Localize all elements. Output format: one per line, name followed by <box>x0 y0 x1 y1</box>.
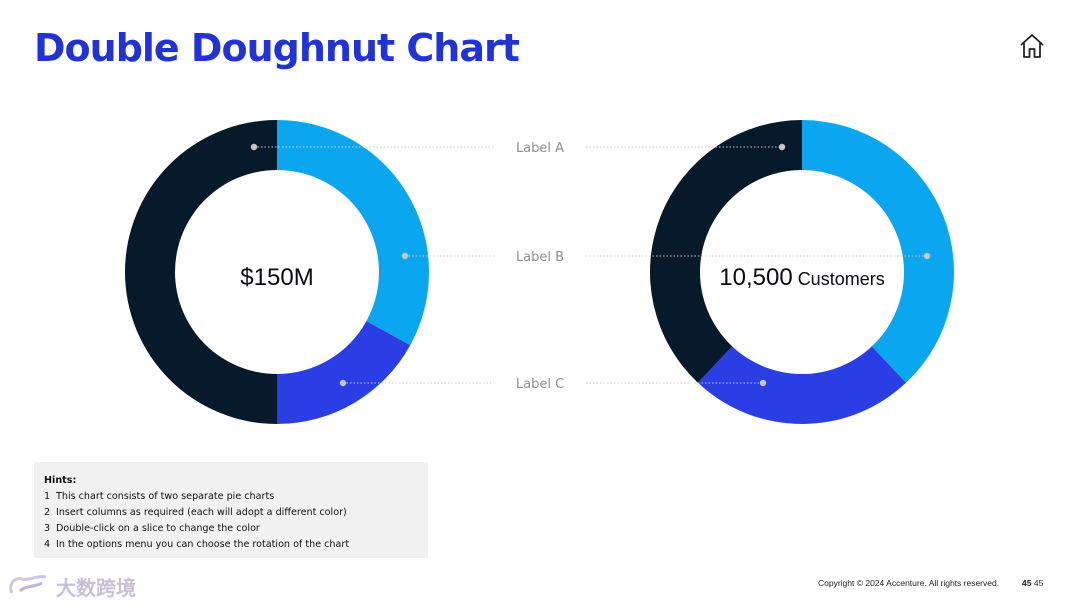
label-a: Label A <box>516 141 564 156</box>
left-center-value: $150M <box>240 264 313 291</box>
hint-item-3: 3 Double-click on a slice to change the c… <box>44 523 260 534</box>
copyright-text: Copyright © 2024 Accenture. All rights r… <box>818 578 1000 588</box>
right-center-value: 10,500 Customers <box>719 264 884 291</box>
doughnut-right: 10,500 Customers <box>649 120 954 424</box>
dot-right-c <box>759 379 767 387</box>
dot-right-a <box>778 143 786 151</box>
hints-title: Hints: <box>44 475 77 486</box>
dot-left-c <box>339 379 347 387</box>
watermark-text: 大数跨境 <box>56 575 136 600</box>
label-b: Label B <box>516 250 564 265</box>
hint-item-2: 2 Insert columns as required (each will a… <box>44 507 347 518</box>
dot-left-a <box>250 143 258 151</box>
left-slice-label-c[interactable] <box>277 321 411 424</box>
leader-lines <box>254 146 927 384</box>
dot-right-b <box>923 252 931 260</box>
hint-item-1: 1 This chart consists of two separate pie… <box>44 491 275 502</box>
right-slice-label-b[interactable] <box>802 120 954 383</box>
doughnut-left: $150M <box>125 120 429 424</box>
right-slice-label-a[interactable] <box>649 120 802 383</box>
page-number: 45 45 <box>1022 578 1044 588</box>
watermark-logo-icon <box>9 575 47 594</box>
left-slice-label-a[interactable] <box>125 120 277 424</box>
hint-item-4: 4 In the options menu you can choose the … <box>44 539 350 550</box>
dot-left-b <box>401 252 409 260</box>
watermark: 大数跨境 <box>6 570 136 602</box>
leader-dots <box>250 143 931 387</box>
left-slice-label-b[interactable] <box>277 120 429 346</box>
right-slice-label-c[interactable] <box>697 346 907 424</box>
hints-box: Hints: 1 This chart consists of two separ… <box>34 462 428 558</box>
slide-title: Double Doughnut Chart <box>34 26 520 70</box>
label-c: Label C <box>516 377 564 392</box>
home-icon[interactable] <box>1018 32 1046 60</box>
